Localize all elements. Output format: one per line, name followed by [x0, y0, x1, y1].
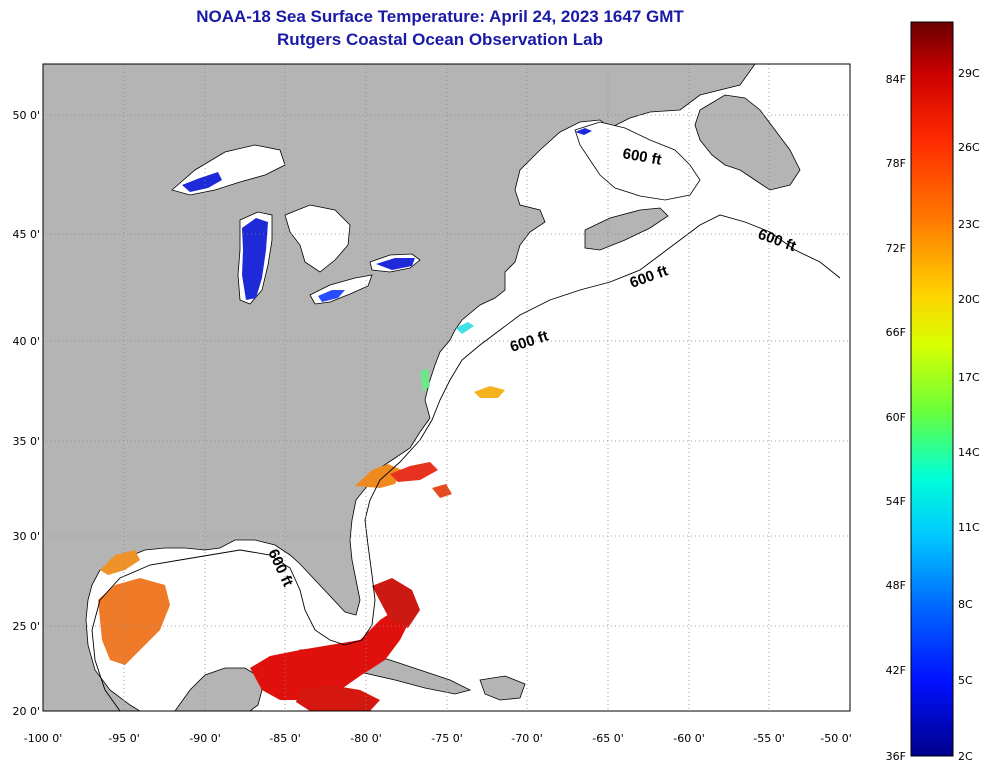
celsius-label: 8C — [958, 598, 973, 611]
sst-chesapeake-green — [420, 368, 430, 392]
lon-tick-label: -70 0' — [511, 732, 543, 745]
gulf-st-lawrence — [574, 121, 701, 201]
lat-tick-label: 40 0' — [12, 335, 40, 348]
lon-tick-label: -80 0' — [350, 732, 382, 745]
colorbar-celsius-labels: 29C 26C 23C 20C 17C 14C 11C 8C 5C 2C — [958, 67, 980, 763]
sst-gulfstream-yellow — [474, 386, 505, 398]
celsius-label: 29C — [958, 67, 980, 80]
lake-huron — [284, 204, 351, 273]
fahrenheit-label: 48F — [886, 579, 906, 592]
celsius-label: 5C — [958, 674, 973, 687]
lon-tick-label: -65 0' — [592, 732, 624, 745]
celsius-label: 17C — [958, 371, 980, 384]
celsius-label: 26C — [958, 141, 980, 154]
celsius-label: 14C — [958, 446, 980, 459]
graticule — [43, 64, 850, 711]
latitude-axis: 50 0' 45 0' 40 0' 35 0' 30 0' 25 0' 20 0… — [12, 109, 40, 718]
sst-lake-ontario-cold — [376, 258, 415, 270]
lat-tick-label: 30 0' — [12, 530, 40, 543]
sst-florida-straits-red — [250, 610, 410, 700]
fahrenheit-label: 54F — [886, 495, 906, 508]
nova-scotia-land — [584, 207, 669, 251]
lon-tick-label: -60 0' — [673, 732, 705, 745]
fahrenheit-label: 78F — [886, 157, 906, 170]
sst-coastal-cyan — [456, 322, 474, 334]
celsius-label: 2C — [958, 750, 973, 763]
lat-tick-label: 25 0' — [12, 620, 40, 633]
yucatan-land — [174, 667, 263, 711]
fahrenheit-label: 66F — [886, 326, 906, 339]
sst-carolina-orange — [355, 464, 402, 488]
sst-lake-superior-cold — [182, 172, 222, 192]
celsius-label: 20C — [958, 293, 980, 306]
celsius-label: 11C — [958, 521, 980, 534]
temperature-colorbar — [910, 21, 954, 757]
sst-carolina-red — [390, 462, 438, 482]
lon-tick-label: -95 0' — [108, 732, 140, 745]
sst-st-lawrence-cold — [575, 128, 592, 135]
map-title: NOAA-18 Sea Surface Temperature: April 2… — [196, 7, 684, 26]
lon-tick-label: -75 0' — [431, 732, 463, 745]
sst-caribbean-red — [296, 685, 380, 711]
map-subtitle: Rutgers Coastal Ocean Observation Lab — [277, 30, 603, 49]
fahrenheit-label: 36F — [886, 750, 906, 763]
sst-lake-michigan-cold — [242, 218, 268, 300]
sst-gulf-orange-west — [100, 550, 140, 575]
depth-contour-600ft — [91, 214, 841, 711]
celsius-label: 23C — [958, 218, 980, 231]
lat-tick-label: 20 0' — [12, 705, 40, 718]
lon-tick-label: -50 0' — [820, 732, 852, 745]
sst-lake-erie-cold — [318, 290, 345, 302]
sst-gulf-orange — [98, 578, 170, 665]
lon-tick-label: -55 0' — [753, 732, 785, 745]
contour-label-600ft: 600 ft — [621, 145, 663, 169]
fahrenheit-label: 72F — [886, 242, 906, 255]
newfoundland-land — [694, 94, 801, 191]
fahrenheit-label: 42F — [886, 664, 906, 677]
lon-tick-label: -85 0' — [269, 732, 301, 745]
lat-tick-label: 50 0' — [12, 109, 40, 122]
hispaniola-land — [479, 675, 526, 701]
sst-offshore-red — [432, 484, 452, 498]
lon-tick-label: -90 0' — [189, 732, 221, 745]
lat-tick-label: 45 0' — [12, 228, 40, 241]
sst-bahamas-red — [372, 578, 420, 628]
fahrenheit-label: 84F — [886, 73, 906, 86]
longitude-axis: -100 0' -95 0' -90 0' -85 0' -80 0' -75 … — [24, 732, 852, 745]
colorbar-fahrenheit-labels: 84F 78F 72F 66F 60F 54F 48F 42F 36F — [886, 73, 906, 763]
map-frame — [42, 63, 851, 712]
lon-tick-label: -100 0' — [24, 732, 62, 745]
fahrenheit-label: 60F — [886, 411, 906, 424]
lat-tick-label: 35 0' — [12, 435, 40, 448]
